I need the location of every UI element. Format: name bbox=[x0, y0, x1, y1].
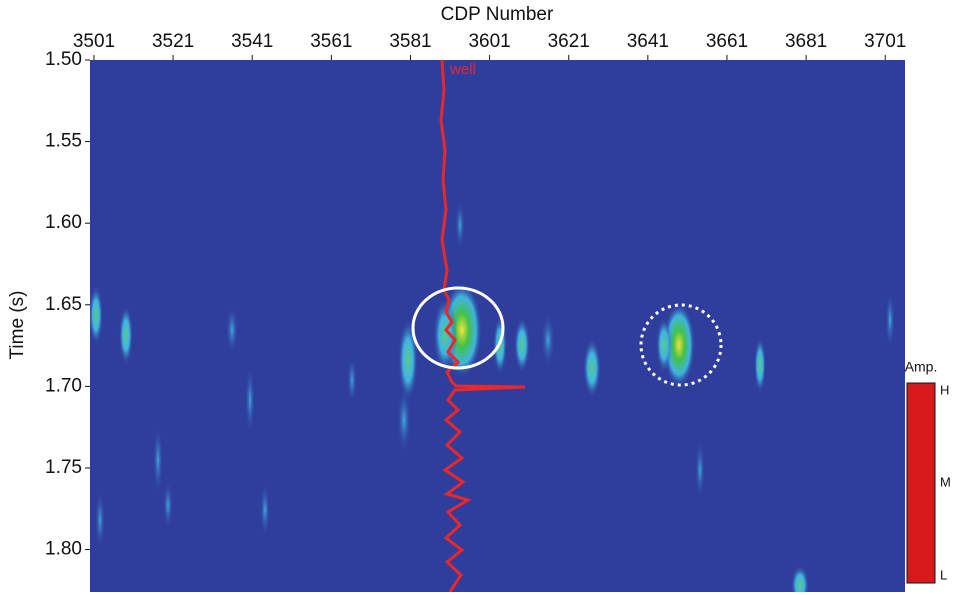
x-tick-label: 3661 bbox=[706, 31, 748, 52]
colorbar bbox=[906, 382, 936, 584]
y-axis-title: Time (s) bbox=[7, 291, 28, 360]
x-tick-label: 3701 bbox=[864, 31, 906, 52]
y-tick-label: 1.75 bbox=[45, 457, 82, 478]
colorbar-label: H bbox=[940, 382, 949, 397]
x-tick-label: 3601 bbox=[468, 31, 510, 52]
y-tick-label: 1.50 bbox=[45, 49, 82, 70]
well-log bbox=[439, 60, 526, 592]
x-tick-label: 3621 bbox=[548, 31, 590, 52]
x-tick-label: 3501 bbox=[73, 31, 115, 52]
highlight-circle-dotted bbox=[639, 303, 723, 387]
x-tick-label: 3581 bbox=[389, 31, 431, 52]
x-tick-label: 3561 bbox=[310, 31, 352, 52]
amplitude-anomalies bbox=[90, 60, 895, 592]
x-tick-label: 3541 bbox=[231, 31, 273, 52]
y-tick-label: 1.80 bbox=[45, 539, 82, 560]
x-tick-label: 3681 bbox=[785, 31, 827, 52]
colorbar-label: L bbox=[940, 567, 947, 582]
y-tick-label: 1.55 bbox=[45, 131, 82, 152]
y-tick-label: 1.70 bbox=[45, 375, 82, 396]
well-annotation: well bbox=[449, 61, 476, 78]
y-tick-label: 1.60 bbox=[45, 212, 82, 233]
x-axis-title: CDP Number bbox=[441, 4, 554, 25]
y-tick-label: 1.65 bbox=[45, 294, 82, 315]
highlight-circle bbox=[411, 286, 505, 370]
colorbar-title: Amp. bbox=[905, 359, 938, 375]
x-tick-label: 3641 bbox=[627, 31, 669, 52]
x-tick-label: 3521 bbox=[152, 31, 194, 52]
colorbar-label: M bbox=[940, 474, 951, 489]
